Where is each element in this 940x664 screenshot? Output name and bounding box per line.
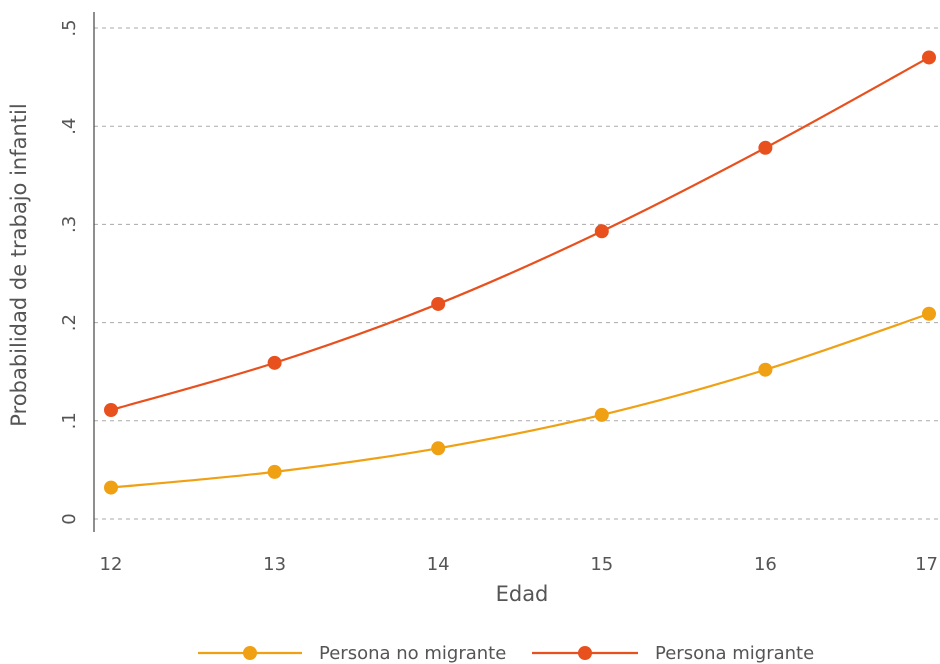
- data-point: [431, 296, 446, 311]
- x-tick-label: 15: [590, 554, 613, 575]
- data-point: [594, 407, 609, 422]
- y-tick-label: 0: [59, 513, 80, 524]
- y-tick-label: .4: [59, 118, 80, 135]
- y-tick-label: .2: [59, 314, 80, 331]
- legend-marker-0: [243, 646, 257, 660]
- legend-label-0: Persona no migrante: [319, 643, 506, 664]
- legend-label-1: Persona migrante: [655, 643, 814, 664]
- y-tick-label: .3: [59, 216, 80, 233]
- x-tick-label: 12: [100, 554, 123, 575]
- y-tick-label: .1: [59, 412, 80, 429]
- data-point: [922, 306, 936, 321]
- x-tick-label: 17: [915, 554, 938, 575]
- data-point: [267, 355, 282, 370]
- data-point: [758, 140, 773, 155]
- series-line-1: [110, 56, 930, 412]
- data-point: [431, 441, 446, 456]
- x-tick-labels: 12 13 14 15 16 17: [100, 554, 938, 575]
- data-point: [104, 480, 118, 495]
- x-axis-title: Edad: [496, 582, 549, 606]
- y-axis-title: Probabilidad de trabajo infantil: [7, 103, 31, 426]
- series-line-0: [110, 312, 930, 489]
- y-tick-labels: 0 .1 .2 .3 .4 .5: [59, 19, 80, 524]
- x-tick-label: 13: [263, 554, 286, 575]
- series-group: [104, 50, 936, 495]
- legend: Persona no migrante Persona migrante: [198, 643, 814, 664]
- data-point: [594, 224, 609, 239]
- y-tick-label: .5: [59, 19, 80, 36]
- x-tick-label: 16: [754, 554, 777, 575]
- data-point: [922, 50, 936, 65]
- x-tick-label: 14: [427, 554, 450, 575]
- data-point: [104, 402, 118, 417]
- data-point: [758, 362, 773, 377]
- data-point: [267, 464, 282, 479]
- legend-marker-1: [578, 646, 592, 660]
- gridlines: [94, 27, 940, 520]
